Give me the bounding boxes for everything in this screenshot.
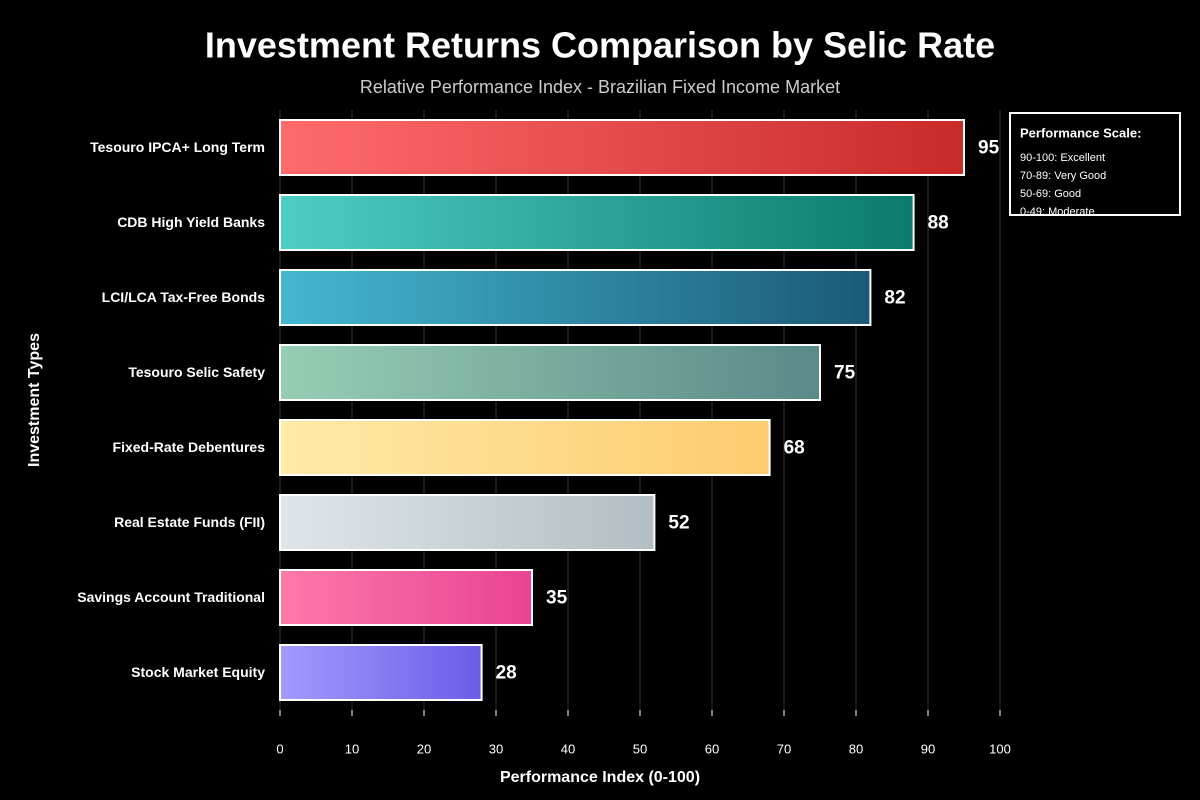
- value-label: 82: [884, 288, 905, 309]
- chart-title: Investment Returns Comparison by Selic R…: [205, 25, 995, 66]
- legend-item: 70-89: Very Good: [1020, 170, 1106, 182]
- legend-frame: [1009, 112, 1181, 216]
- x-tick-label: 100: [989, 741, 1011, 756]
- x-tick-label: 0: [276, 741, 283, 756]
- legend-item: 90-100: Excellent: [1020, 152, 1105, 164]
- bars: 95 Tesouro IPCA+ Long Term 88 CDB High Yiel…: [77, 119, 1000, 701]
- y-tick-label: Fixed-Rate Debentures: [113, 439, 266, 455]
- x-tick-label: 40: [561, 741, 575, 756]
- value-label: 88: [928, 213, 949, 234]
- bar: [279, 119, 965, 176]
- x-tick-label: 70: [777, 741, 791, 756]
- x-tick-label: 10: [345, 741, 359, 756]
- y-tick-label: LCI/LCA Tax-Free Bonds: [102, 289, 266, 305]
- y-tick-label: Savings Account Traditional: [77, 589, 265, 605]
- x-tick-label: 80: [849, 741, 863, 756]
- bar: [279, 644, 483, 701]
- y-tick-label: Tesouro Selic Safety: [128, 364, 265, 380]
- y-tick-label: Real Estate Funds (FII): [114, 514, 265, 530]
- bar: [279, 419, 771, 476]
- legend-title: Performance Scale:: [1020, 125, 1141, 140]
- y-tick-label: CDB High Yield Banks: [117, 214, 265, 230]
- x-tick-label: 30: [489, 741, 503, 756]
- bar: [279, 269, 872, 326]
- x-tick-label: 60: [705, 741, 719, 756]
- value-label: 95: [978, 138, 1000, 159]
- bar: [279, 344, 821, 401]
- y-tick-label: Tesouro IPCA+ Long Term: [90, 139, 265, 155]
- value-label: 52: [668, 513, 689, 534]
- value-label: 68: [784, 438, 805, 459]
- bar: [279, 569, 533, 626]
- x-axis-label: Performance Index (0-100): [500, 769, 700, 786]
- value-label: 35: [546, 588, 568, 609]
- y-axis-label: Investment Types: [26, 333, 43, 467]
- value-label: 75: [834, 363, 856, 384]
- y-tick-label: Stock Market Equity: [131, 664, 265, 680]
- legend-item: 50-69: Good: [1020, 188, 1081, 200]
- x-tick-label: 90: [921, 741, 935, 756]
- bar: [279, 194, 915, 251]
- legend-item: 0-49: Moderate: [1020, 206, 1095, 218]
- bar: [279, 494, 656, 551]
- value-label: 28: [496, 663, 517, 684]
- legend-content: Performance Scale: 90-100: Excellent 70-8…: [1020, 125, 1141, 218]
- chart-subtitle: Relative Performance Index - Brazilian F…: [360, 77, 840, 97]
- x-tick-label: 20: [417, 741, 431, 756]
- x-tick-label: 50: [633, 741, 647, 756]
- legend-box: Performance Scale: 90-100: Excellent 70-8…: [1009, 112, 1181, 218]
